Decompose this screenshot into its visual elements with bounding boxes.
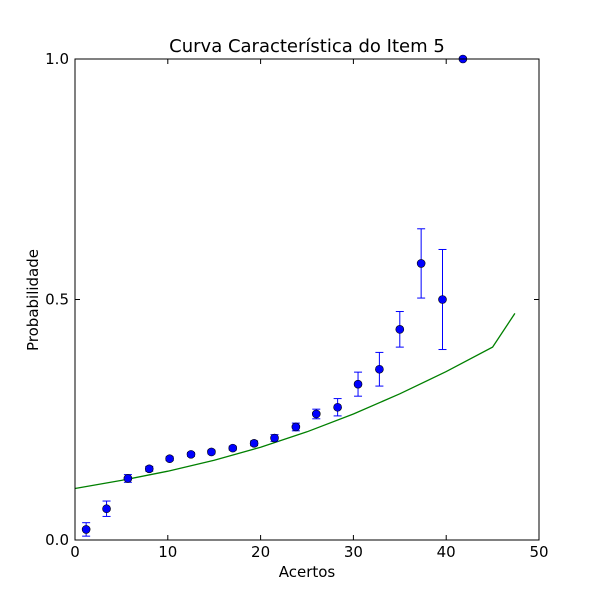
data-point-marker [270,433,279,443]
y-tick-label: 0.5 [45,291,69,309]
data-point-marker [228,443,238,453]
data-points-layer [81,54,468,537]
data-point-marker [311,409,321,419]
y-tick-label: 1.0 [45,50,69,68]
data-point-18 [438,248,447,351]
data-point-3 [123,474,133,483]
chart-title: Curva Característica do Item 5 [169,36,445,57]
data-point-marker [375,364,384,374]
data-point-marker [207,447,216,457]
data-point-15 [375,351,384,387]
data-point-16 [395,311,405,348]
data-point-marker [144,464,154,474]
y-tick-label: 0.0 [45,531,69,549]
data-point-marker [123,474,133,483]
data-point-marker [333,402,342,412]
data-point-marker [249,439,259,448]
fitted-curve-layer [74,313,516,490]
data-point-4 [144,464,154,474]
data-point-1 [81,522,91,537]
data-point-marker [165,454,174,464]
data-point-marker [186,450,196,459]
x-tick-label: 30 [344,543,363,561]
data-point-6 [186,450,196,459]
x-tick-label: 50 [529,543,548,561]
data-point-marker [438,295,447,304]
x-tick-label: 40 [437,543,456,561]
x-tick-label: 0 [70,543,80,561]
data-point-11 [291,422,301,432]
data-point-10 [270,433,279,443]
data-point-marker [416,259,426,268]
data-point-marker [291,422,301,432]
fitted-curve-line [74,313,516,490]
data-point-8 [228,443,238,453]
data-point-marker [353,379,363,389]
data-point-9 [249,439,259,448]
data-point-13 [333,398,342,417]
data-point-14 [353,371,363,397]
data-point-5 [165,454,174,464]
data-point-marker [81,525,91,534]
axis-ticks-layer: 0 10 20 30 40 50 0.0 0.5 1.0 [45,50,548,561]
data-point-marker [102,504,111,514]
x-tick-label: 10 [158,543,177,561]
data-point-17 [416,228,426,299]
x-axis-label: Acertos [279,563,336,581]
data-point-12 [311,408,321,420]
data-point-marker [395,325,405,334]
x-tick-label: 20 [251,543,270,561]
data-point-7 [207,447,216,457]
y-axis-label: Probabilidade [24,249,42,351]
data-point-2 [102,500,111,517]
